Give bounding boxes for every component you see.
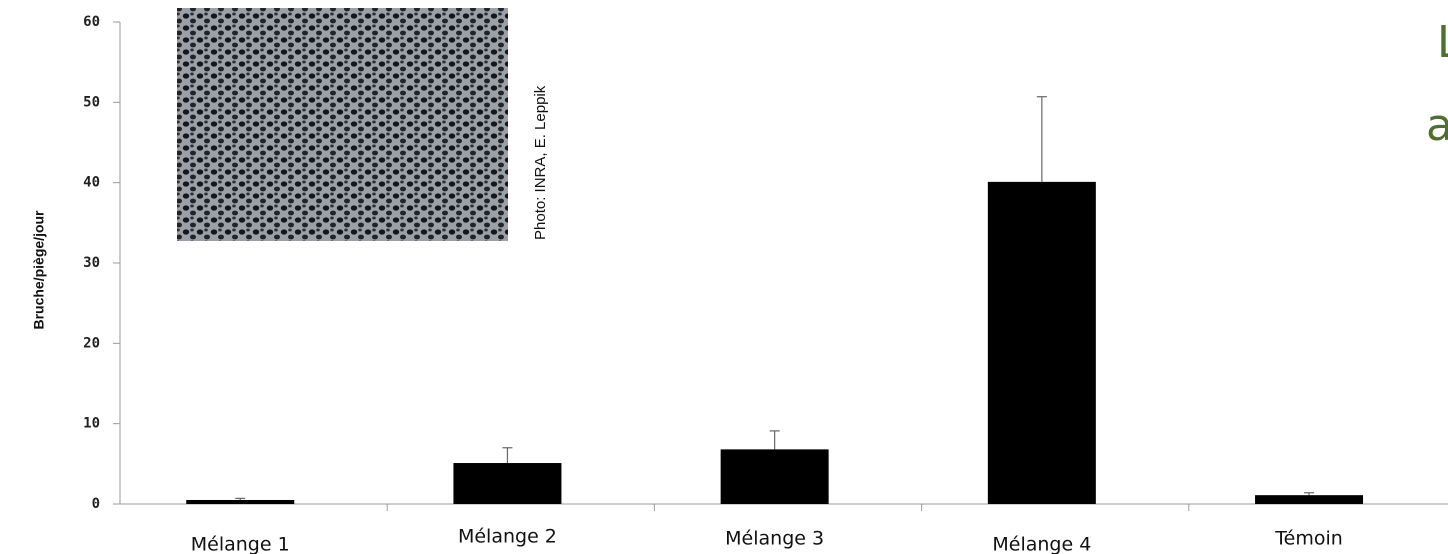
y-tick-label: 20 [83,335,100,351]
photo-credit: Photo: INRA, E. Leppik [532,85,549,240]
x-tick-label: Témoin [1274,528,1343,550]
y-tick-label: 40 [83,175,100,191]
x-tick-label: Mélange 2 [458,526,557,548]
photo [177,8,508,241]
x-tick-label: Mélange 1 [191,534,290,554]
x-tick-label: Mélange 3 [725,528,824,550]
y-tick-label: 50 [83,94,100,110]
y-tick-label: 30 [83,255,100,271]
bar [720,449,829,504]
bar [453,463,562,504]
cropped-title: L [1437,17,1448,68]
y-tick-label: 10 [83,416,100,432]
bar [987,181,1096,504]
y-tick-label: 60 [83,14,100,30]
cropped-title: a [1426,100,1448,151]
bar [1255,495,1364,504]
x-tick-label: Mélange 4 [992,534,1091,554]
y-tick-label: 0 [92,496,100,512]
y-axis-label: Bruche/piège/jour [31,210,47,330]
bar [186,499,295,504]
